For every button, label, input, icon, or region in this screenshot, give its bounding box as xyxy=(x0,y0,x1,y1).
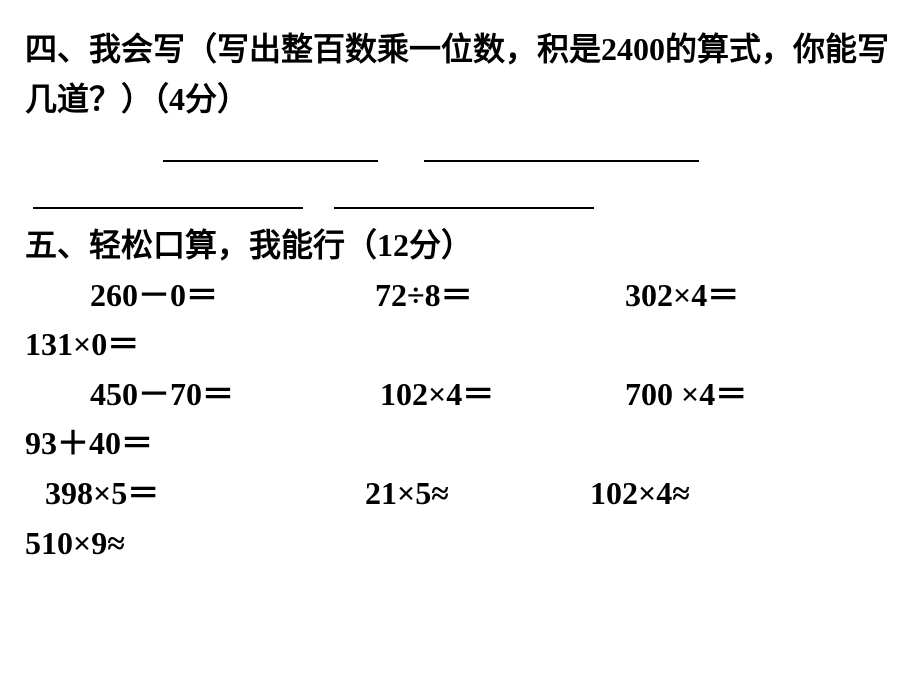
fill-blank xyxy=(334,175,594,209)
section-4-heading: 四、我会写（写出整百数乘一位数，积是2400的算式，你能写几道？）（4分） xyxy=(25,25,895,124)
calc-row: 260－0＝72÷8＝302×4＝ xyxy=(25,271,895,321)
calc-row: 510×9≈ xyxy=(25,519,895,569)
blank-row-2 xyxy=(25,175,895,217)
calc-expression: 102×4＝ xyxy=(380,370,625,420)
fill-blank xyxy=(33,175,303,209)
calc-row: 398×5＝21×5≈102×4≈ xyxy=(25,469,895,519)
calc-row: 131×0＝ xyxy=(25,320,895,370)
calc-expression: 510×9≈ xyxy=(25,519,525,569)
calc-expression: 72÷8＝ xyxy=(375,271,625,321)
calc-expression: 131×0＝ xyxy=(25,320,525,370)
fill-blank xyxy=(163,128,378,162)
calc-row: 93＋40＝ xyxy=(25,419,895,469)
calc-expression: 21×5≈ xyxy=(365,469,590,519)
section-5-heading: 五、轻松口算，我能行（12分） xyxy=(25,221,895,271)
calc-expression: 102×4≈ xyxy=(590,469,790,519)
calc-row: 450－70＝102×4＝700 ×4＝ xyxy=(25,370,895,420)
calc-expression: 260－0＝ xyxy=(90,271,375,321)
blank-row-1 xyxy=(25,128,895,170)
calc-expression: 398×5＝ xyxy=(45,469,365,519)
calc-expression: 93＋40＝ xyxy=(25,419,525,469)
fill-blank xyxy=(424,128,699,162)
worksheet-page: 四、我会写（写出整百数乘一位数，积是2400的算式，你能写几道？）（4分） 五、… xyxy=(0,0,920,568)
calc-expression: 302×4＝ xyxy=(625,271,825,321)
calc-expression: 450－70＝ xyxy=(90,370,380,420)
calc-expression: 700 ×4＝ xyxy=(625,370,825,420)
calculation-rows: 260－0＝72÷8＝302×4＝131×0＝450－70＝102×4＝700 … xyxy=(25,271,895,569)
